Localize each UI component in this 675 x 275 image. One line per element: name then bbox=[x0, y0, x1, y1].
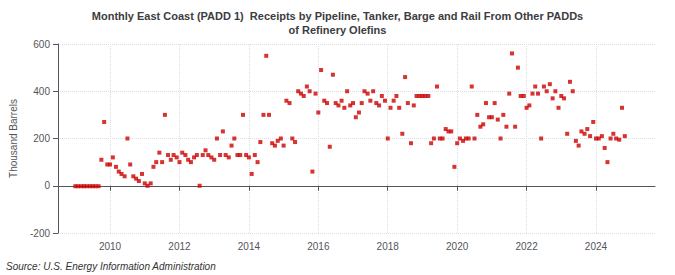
svg-text:0: 0 bbox=[44, 180, 50, 191]
svg-text:2024: 2024 bbox=[585, 241, 608, 252]
svg-text:2016: 2016 bbox=[307, 241, 330, 252]
svg-text:600: 600 bbox=[33, 39, 50, 50]
svg-text:2022: 2022 bbox=[515, 241, 538, 252]
svg-text:-200: -200 bbox=[30, 228, 50, 239]
svg-text:of Refinery Olefins: of Refinery Olefins bbox=[289, 24, 387, 36]
svg-text:2012: 2012 bbox=[168, 241, 191, 252]
svg-text:2010: 2010 bbox=[99, 241, 122, 252]
svg-text:400: 400 bbox=[33, 86, 50, 97]
svg-text:2014: 2014 bbox=[238, 241, 261, 252]
svg-text:Monthly East Coast (PADD 1) R: Monthly East Coast (PADD 1) Receipts by … bbox=[92, 10, 583, 22]
svg-text:Source: U.S. Energy Informatio: Source: U.S. Energy Information Administ… bbox=[6, 261, 216, 272]
svg-text:200: 200 bbox=[33, 133, 50, 144]
svg-text:2018: 2018 bbox=[377, 241, 400, 252]
svg-text:Thousand Barrels: Thousand Barrels bbox=[8, 99, 19, 178]
svg-text:2020: 2020 bbox=[446, 241, 469, 252]
